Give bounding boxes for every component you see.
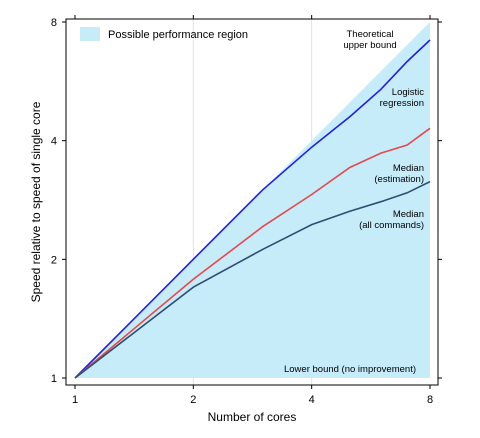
annotation-line: Theoretical <box>347 29 394 40</box>
annotation-line: Median <box>393 163 424 174</box>
x-tick-label: 4 <box>309 394 315 406</box>
y-tick-label: 1 <box>51 373 57 385</box>
series-line-1 <box>74 39 431 379</box>
y-axis-title: Speed relative to speed of single core <box>29 101 43 302</box>
legend-swatch <box>80 27 100 41</box>
annotation-logistic-regression: Logistic regression <box>380 87 425 109</box>
annotation-line: (estimation) <box>374 174 424 185</box>
plot-frame <box>65 18 439 386</box>
x-axis: 1 2 4 8 <box>72 15 433 406</box>
y-tick-label: 4 <box>51 136 57 148</box>
annotation-theoretical-upper-bound: Theoretical upper bound <box>343 29 396 51</box>
annotation-line: Lower bound (no improvement) <box>284 364 416 375</box>
x-tick-label: 1 <box>72 394 78 406</box>
x-tick-label: 8 <box>427 394 433 406</box>
series-lines <box>74 39 431 379</box>
legend-label: Possible performance region <box>108 29 248 41</box>
series-line-2 <box>74 127 431 379</box>
y-tick-label: 2 <box>51 254 57 266</box>
annotation-line: regression <box>380 98 424 109</box>
annotation-line: Logistic <box>392 87 424 98</box>
x-tick-label: 2 <box>190 394 196 406</box>
annotation-line: Median <box>393 209 424 220</box>
series-line-3 <box>74 180 431 379</box>
annotation-median-all-commands: Median (all commands) <box>359 209 424 231</box>
annotation-lower-bound: Lower bound (no improvement) <box>284 364 416 375</box>
x-axis-title: Number of cores <box>208 410 297 424</box>
y-tick-label: 8 <box>51 17 57 29</box>
annotation-median-estimation: Median (estimation) <box>374 163 424 185</box>
y-axis: 1 2 4 8 <box>51 17 442 385</box>
annotation-line: (all commands) <box>359 220 424 231</box>
annotation-line: upper bound <box>343 40 396 51</box>
legend: Possible performance region <box>80 27 248 41</box>
